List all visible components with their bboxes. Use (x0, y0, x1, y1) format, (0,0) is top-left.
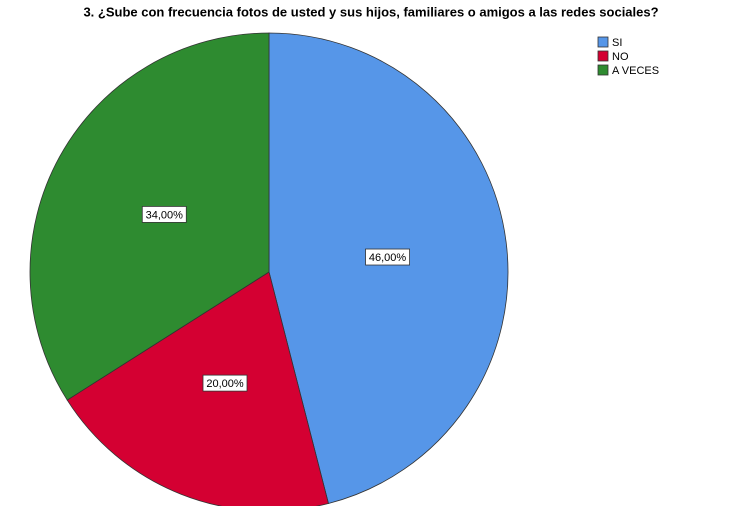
legend-label: NO (612, 51, 629, 63)
chart-title: 3. ¿Sube con frecuencia fotos de usted y… (83, 4, 658, 19)
value-label-box (365, 248, 410, 266)
value-label: 20,00% (206, 378, 244, 390)
legend-label: A VECES (612, 65, 659, 77)
value-label-box (141, 206, 187, 223)
value-label-box (202, 374, 248, 392)
legend-swatch (597, 64, 609, 76)
pie-slice (66, 271, 329, 506)
legend-label: SI (612, 37, 622, 49)
legend-swatch (597, 50, 609, 62)
pie-slice (268, 32, 509, 504)
value-label: 46,00% (369, 252, 407, 264)
value-label: 34,00% (146, 209, 184, 221)
legend-swatch (597, 36, 609, 48)
